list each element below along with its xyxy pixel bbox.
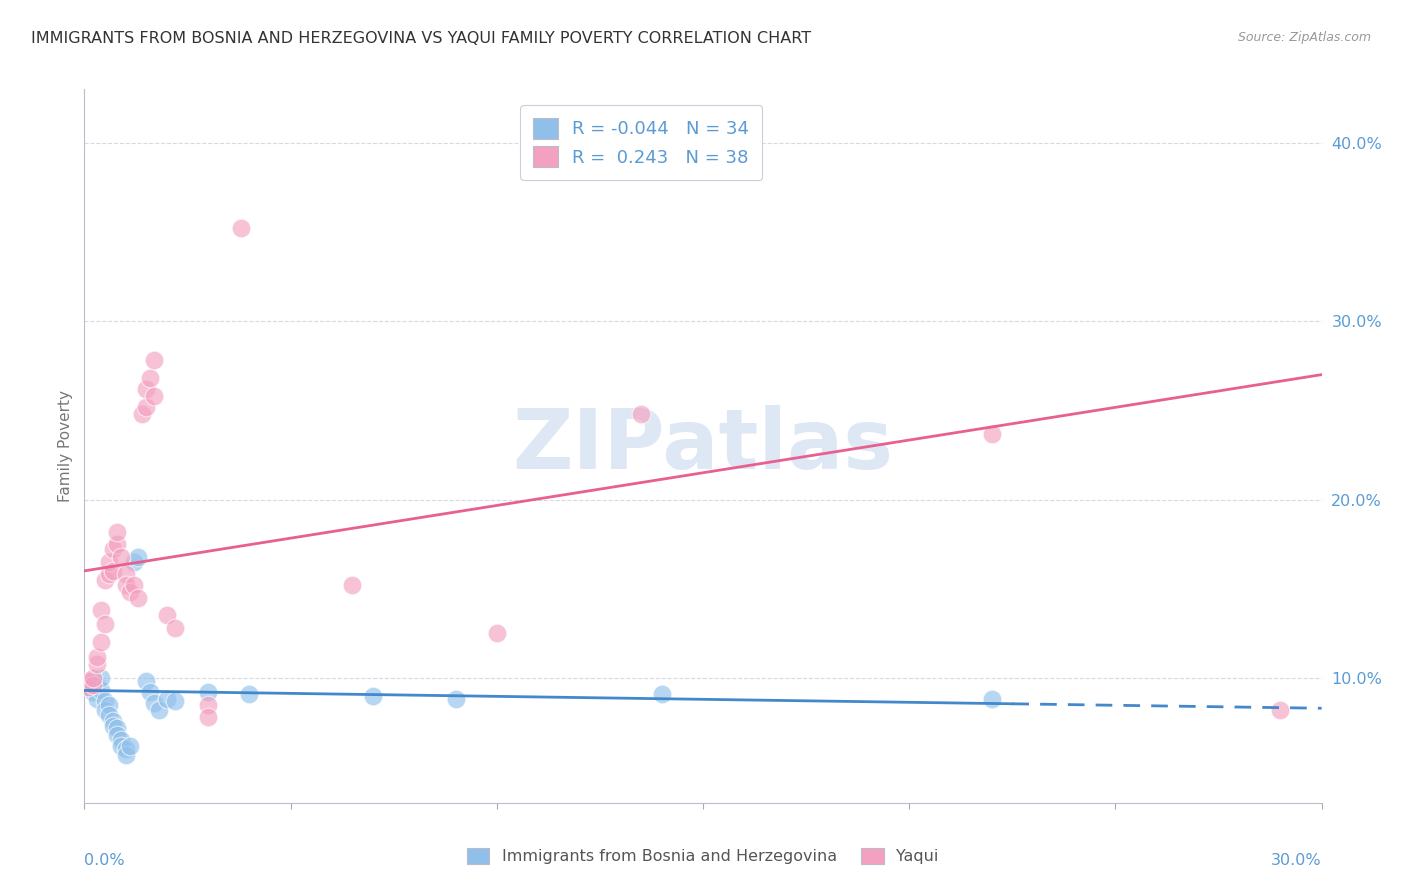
Text: 0.0%: 0.0%	[84, 853, 125, 868]
Point	[86, 657, 108, 671]
Point	[630, 407, 652, 421]
Point	[110, 549, 132, 564]
Point	[361, 689, 384, 703]
Point	[114, 578, 136, 592]
Point	[229, 221, 252, 235]
Point	[110, 739, 132, 753]
Y-axis label: Family Poverty: Family Poverty	[58, 390, 73, 502]
Point	[156, 608, 179, 623]
Point	[110, 733, 132, 747]
Point	[77, 680, 100, 694]
Point	[94, 703, 117, 717]
Point	[105, 524, 128, 539]
Point	[485, 626, 508, 640]
Point	[105, 728, 128, 742]
Point	[90, 683, 112, 698]
Point	[197, 698, 219, 712]
Point	[103, 714, 125, 728]
Point	[94, 617, 117, 632]
Point	[82, 674, 104, 689]
Point	[131, 407, 153, 421]
Point	[135, 674, 157, 689]
Point	[77, 674, 100, 689]
Point	[86, 678, 108, 692]
Point	[114, 742, 136, 756]
Point	[135, 382, 157, 396]
Point	[90, 635, 112, 649]
Point	[82, 671, 104, 685]
Point	[165, 621, 187, 635]
Text: IMMIGRANTS FROM BOSNIA AND HERZEGOVINA VS YAQUI FAMILY POVERTY CORRELATION CHART: IMMIGRANTS FROM BOSNIA AND HERZEGOVINA V…	[31, 31, 811, 46]
Point	[86, 692, 108, 706]
Point	[103, 719, 125, 733]
Point	[127, 549, 149, 564]
Point	[651, 687, 673, 701]
Point	[139, 685, 162, 699]
Point	[90, 603, 112, 617]
Point	[143, 389, 166, 403]
Point	[148, 703, 170, 717]
Point	[143, 696, 166, 710]
Point	[197, 685, 219, 699]
Point	[165, 694, 187, 708]
Point	[82, 678, 104, 692]
Point	[980, 692, 1002, 706]
Point	[342, 578, 364, 592]
Point	[98, 555, 121, 569]
Point	[444, 692, 467, 706]
Point	[114, 567, 136, 582]
Point	[94, 694, 117, 708]
Point	[98, 698, 121, 712]
Point	[82, 685, 104, 699]
Point	[105, 721, 128, 735]
Point	[156, 692, 179, 706]
Point	[122, 578, 145, 592]
Point	[118, 585, 141, 599]
Point	[135, 400, 157, 414]
Point	[1270, 703, 1292, 717]
Point	[86, 649, 108, 664]
Point	[122, 555, 145, 569]
Text: Source: ZipAtlas.com: Source: ZipAtlas.com	[1237, 31, 1371, 45]
Point	[94, 573, 117, 587]
Text: 30.0%: 30.0%	[1271, 853, 1322, 868]
Point	[197, 710, 219, 724]
Point	[139, 371, 162, 385]
Point	[127, 591, 149, 605]
Point	[118, 739, 141, 753]
Legend: Immigrants from Bosnia and Herzegovina, Yaqui: Immigrants from Bosnia and Herzegovina, …	[461, 841, 945, 871]
Point	[238, 687, 260, 701]
Point	[103, 542, 125, 557]
Point	[143, 353, 166, 368]
Point	[105, 537, 128, 551]
Point	[90, 671, 112, 685]
Point	[114, 747, 136, 762]
Point	[98, 567, 121, 582]
Legend: R = -0.044   N = 34, R =  0.243   N = 38: R = -0.044 N = 34, R = 0.243 N = 38	[520, 105, 762, 179]
Text: ZIPatlas: ZIPatlas	[513, 406, 893, 486]
Point	[77, 680, 100, 694]
Point	[103, 564, 125, 578]
Point	[98, 708, 121, 723]
Point	[980, 426, 1002, 441]
